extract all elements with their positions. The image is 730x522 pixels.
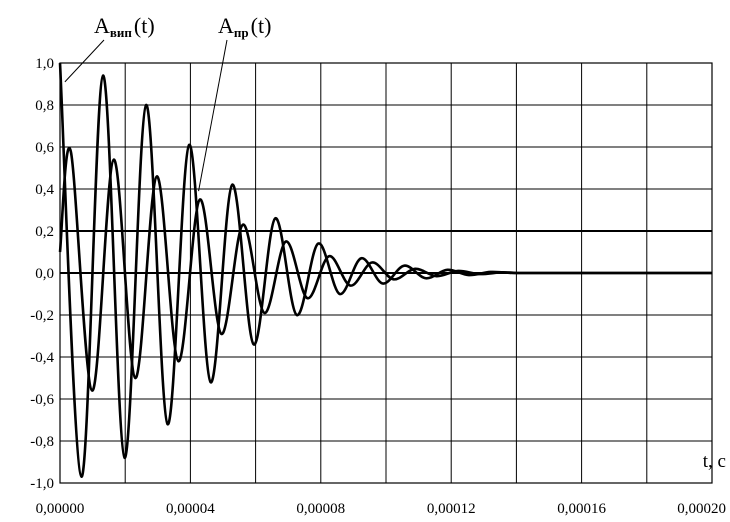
y-tick-label: 1,0	[35, 56, 54, 72]
x-axis-label: t, c	[703, 451, 726, 472]
series-line-2	[58, 146, 517, 392]
y-tick-label: 0,0	[35, 266, 54, 282]
x-tick-label: 0,00020	[677, 501, 726, 517]
y-tick-label: -0,4	[30, 350, 54, 366]
series-lines	[58, 62, 712, 479]
series-leader-line-1	[64, 39, 105, 83]
y-tick-label: -1,0	[30, 476, 54, 492]
tick-labels: 1,0 0,8 0,6 0,4 0,2 0,0 -0,2 -0,4 -0,6 -0,8 -1,0 0,…	[30, 56, 726, 517]
y-tick-label: -0,2	[30, 308, 54, 324]
y-tick-label: 0,8	[35, 98, 54, 114]
x-tick-label: 0,00008	[296, 501, 345, 517]
y-tick-label: 0,4	[35, 182, 54, 198]
series-leader-line-2	[198, 39, 228, 192]
series-labels: Aвип(t) Aпр(t)	[64, 13, 271, 192]
y-tick-label: -0,8	[30, 434, 54, 450]
y-tick-label: 0,2	[35, 224, 54, 240]
series-label-2: Aпр(t)	[218, 13, 271, 40]
x-tick-label: 0,00004	[166, 501, 215, 517]
y-tick-label: 0,6	[35, 140, 54, 156]
x-tick-label: 0,00016	[557, 501, 606, 517]
series-label-1: Aвип(t)	[94, 13, 155, 40]
y-tick-label: -0,6	[30, 392, 54, 408]
series-line-1	[58, 62, 512, 479]
x-tick-label: 0,00012	[427, 501, 476, 517]
x-tick-label: 0,00000	[36, 501, 85, 517]
